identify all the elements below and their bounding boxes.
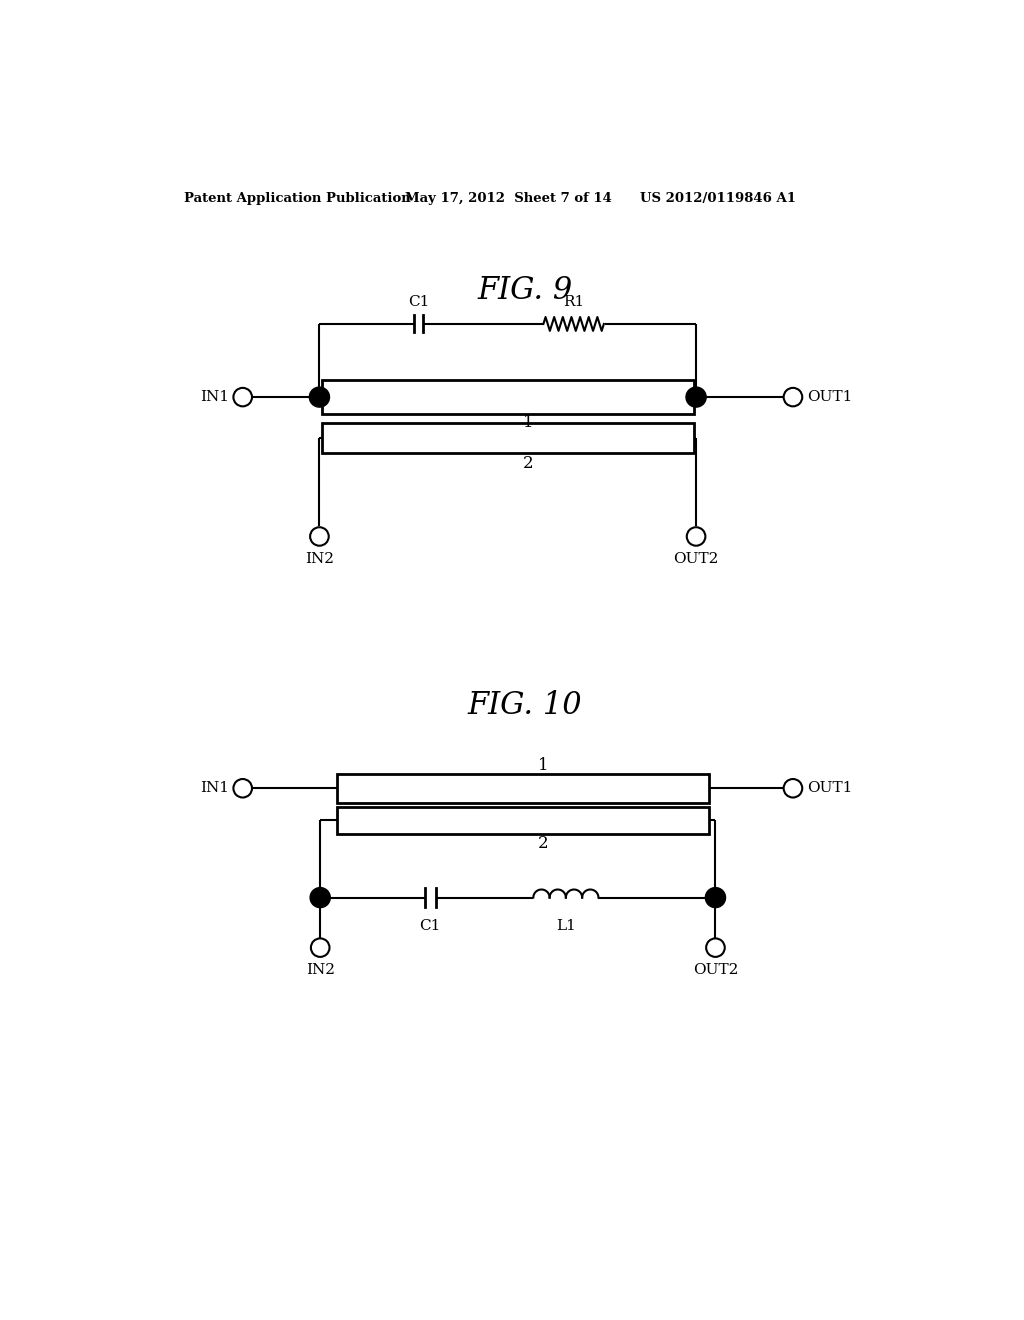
Text: OUT2: OUT2 (693, 964, 738, 977)
Circle shape (783, 388, 802, 407)
Text: OUT1: OUT1 (807, 391, 852, 404)
Circle shape (686, 387, 707, 407)
Circle shape (310, 887, 331, 908)
Circle shape (310, 527, 329, 545)
Bar (322, 424, 693, 453)
Bar (337, 807, 710, 834)
Text: OUT2: OUT2 (674, 552, 719, 566)
Text: FIG. 10: FIG. 10 (468, 689, 582, 721)
Circle shape (706, 887, 726, 908)
Text: C1: C1 (408, 294, 429, 309)
Bar (337, 774, 710, 803)
Circle shape (687, 527, 706, 545)
Text: R1: R1 (563, 294, 585, 309)
Circle shape (311, 939, 330, 957)
Text: 1: 1 (538, 756, 549, 774)
Circle shape (309, 387, 330, 407)
Text: L1: L1 (556, 919, 575, 933)
Text: 1: 1 (522, 414, 534, 432)
Text: C1: C1 (420, 919, 441, 933)
Text: May 17, 2012  Sheet 7 of 14: May 17, 2012 Sheet 7 of 14 (406, 191, 612, 205)
Bar (322, 380, 693, 414)
Circle shape (707, 939, 725, 957)
Text: US 2012/0119846 A1: US 2012/0119846 A1 (640, 191, 796, 205)
Circle shape (783, 779, 802, 797)
Circle shape (233, 779, 252, 797)
Text: Patent Application Publication: Patent Application Publication (183, 191, 411, 205)
Text: 2: 2 (538, 834, 549, 851)
Circle shape (233, 388, 252, 407)
Text: IN2: IN2 (306, 964, 335, 977)
Text: IN1: IN1 (200, 391, 228, 404)
Text: OUT1: OUT1 (807, 781, 852, 795)
Text: FIG. 9: FIG. 9 (477, 276, 572, 306)
Text: 2: 2 (522, 455, 534, 471)
Text: IN1: IN1 (200, 781, 228, 795)
Text: IN2: IN2 (305, 552, 334, 566)
